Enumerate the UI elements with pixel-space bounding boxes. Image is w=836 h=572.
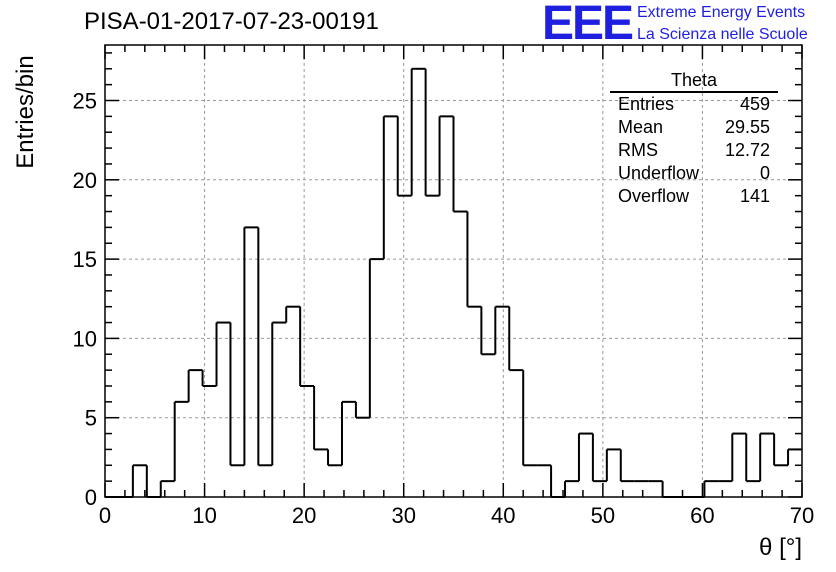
- tick-labels: 0 10 20 30 40 50 60 70 0 5 10 15 20 25: [73, 89, 815, 528]
- histogram-bin: [424, 68, 440, 197]
- histogram-bin: [299, 306, 315, 387]
- stats-label: Underflow: [618, 163, 700, 183]
- histogram-bin: [577, 432, 593, 482]
- eee-logo: EEE: [542, 0, 634, 50]
- histogram-bin: [173, 400, 189, 482]
- stats-row-underflow: Underflow 0: [610, 162, 778, 185]
- histogram-bin: [243, 226, 259, 466]
- x-tick-label: 40: [491, 503, 515, 528]
- histogram-bin: [271, 321, 287, 466]
- stats-title: Theta: [610, 70, 778, 93]
- histogram-bin: [340, 400, 356, 466]
- histogram-bin: [759, 432, 775, 482]
- histogram-bin: [327, 449, 342, 467]
- logo-line-2: La Scienza nelle Scuole: [637, 26, 808, 43]
- y-tick-label: 0: [85, 485, 97, 510]
- x-tick-label: 50: [591, 503, 615, 528]
- histogram-series: [105, 67, 802, 498]
- stats-row-overflow: Overflow 141: [610, 185, 778, 208]
- histogram-bin: [452, 116, 468, 213]
- stats-value: 12.72: [724, 140, 770, 160]
- histogram-bin: [396, 116, 412, 197]
- histogram-bin: [731, 432, 747, 482]
- axis-ticks: [104, 45, 803, 498]
- histogram-bin: [229, 322, 245, 467]
- histogram-bin: [480, 306, 496, 356]
- stats-value: 0: [759, 163, 770, 183]
- y-tick-label: 20: [73, 168, 97, 193]
- histogram-bin: [285, 305, 301, 323]
- x-tick-label: 10: [192, 503, 216, 528]
- histogram-bin: [215, 321, 231, 386]
- stats-value: 459: [739, 94, 770, 114]
- histogram-bin: [131, 464, 147, 497]
- histogram-bin: [787, 448, 802, 466]
- stats-row-rms: RMS 12.72: [610, 139, 778, 162]
- plot-frame: [104, 44, 803, 498]
- stats-label: Entries: [618, 94, 675, 114]
- x-tick-label: 0: [99, 503, 111, 528]
- histogram-bin: [187, 369, 203, 402]
- histogram-bin: [368, 258, 384, 418]
- x-tick-label: 30: [391, 503, 415, 528]
- histogram-bin: [257, 227, 273, 467]
- histogram-bin: [159, 480, 175, 497]
- histogram-bin: [466, 211, 482, 308]
- histogram-bin: [494, 305, 510, 355]
- histogram-bin: [522, 370, 538, 467]
- stats-rows: Entries 459 Mean 29.55 RMS 12.72 Underfl…: [610, 93, 778, 208]
- histogram-bin: [201, 370, 217, 387]
- histogram-bin: [745, 433, 761, 483]
- histogram-bin: [382, 115, 398, 260]
- stats-label: Mean: [618, 117, 664, 137]
- y-tick-label: 5: [85, 406, 97, 431]
- histogram-bin: [145, 465, 161, 498]
- histogram-bin: [619, 449, 635, 483]
- x-tick-label: 70: [790, 503, 814, 528]
- histogram-bin: [773, 433, 789, 467]
- stats-row-entries: Entries 459: [610, 93, 778, 116]
- stats-row-mean: Mean 29.55: [610, 116, 778, 139]
- stats-label: RMS: [618, 140, 658, 160]
- stats-value: 141: [739, 186, 770, 206]
- x-tick-label: 20: [292, 503, 316, 528]
- histogram-bin: [313, 385, 329, 451]
- run-title: PISA-01-2017-07-23-00191: [84, 8, 379, 35]
- histogram-bin: [591, 433, 607, 483]
- y-tick-label: 25: [73, 89, 97, 114]
- x-tick-label: 60: [690, 503, 714, 528]
- histogram-bin: [661, 481, 677, 498]
- histogram-bin: [564, 480, 579, 497]
- histogram-bin: [410, 67, 426, 196]
- x-axis-label: θ [°]: [759, 534, 802, 561]
- stats-box: Theta Entries 459 Mean 29.55 RMS 12.72 U…: [610, 70, 778, 208]
- histogram-bin: [703, 480, 719, 497]
- histogram-bin: [438, 115, 454, 196]
- y-tick-label: 10: [73, 326, 97, 351]
- stats-value: 29.55: [724, 117, 770, 137]
- logo-line-1: Extreme Energy Events: [637, 4, 806, 21]
- histogram-bin: [354, 401, 370, 419]
- histogram-bin: [508, 306, 524, 372]
- stats-label: Overflow: [618, 186, 690, 206]
- y-tick-label: 15: [73, 247, 97, 272]
- y-axis-label: Entries/bin: [12, 55, 39, 169]
- histogram-bin: [605, 448, 621, 482]
